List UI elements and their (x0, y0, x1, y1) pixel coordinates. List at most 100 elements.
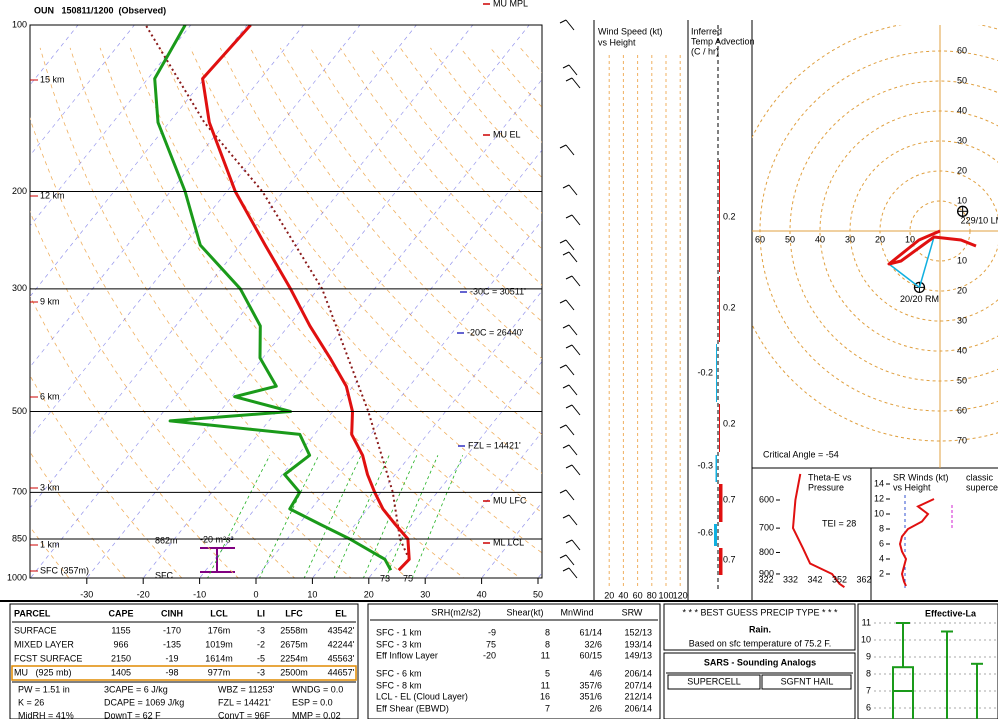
panel-title: Effective-La (925, 608, 977, 618)
sars-frame (663, 652, 856, 719)
table-cell: 1405 (111, 667, 131, 677)
table-cell: 4/6 (589, 668, 602, 678)
index-value: PW = 1.51 in (18, 684, 70, 694)
wind-barb (559, 364, 567, 369)
wind-barb (562, 514, 570, 519)
table-cell: 206/14 (624, 703, 652, 713)
hodograph: 10 10 10 20 20 20 30 30 30 40 40 40 50 50 50 60 60 60 70 22… (752, 25, 998, 468)
annotation: MU EL (493, 129, 521, 139)
table-cell: 1614m (205, 653, 233, 663)
wind-barb (559, 489, 567, 494)
sr-winds-plot (898, 495, 953, 590)
isotherm (424, 431, 542, 578)
wind-barb (568, 567, 578, 579)
temp-tick-label: 30 (420, 589, 430, 599)
pressure-tick-label: 850 (12, 533, 27, 543)
isotherm (199, 149, 542, 578)
hodo-ring-label: 20 (875, 234, 885, 244)
wind-tick-label: 60 (633, 590, 643, 600)
table-cell: 42244' (328, 639, 355, 649)
table-header: LCL (210, 608, 228, 618)
theta-tick-label: 362 (856, 574, 871, 584)
note: supercell (966, 482, 998, 492)
table-cell: 1155 (111, 625, 130, 635)
panel-title: vs Height (893, 482, 931, 492)
hodo-ring-label: 40 (957, 345, 967, 355)
dry-adiabat (30, 374, 183, 578)
index-value: WNDG = 0.0 (292, 684, 343, 694)
advection-bar (715, 455, 717, 482)
inflow-vector (918, 236, 935, 288)
wind-barb (565, 464, 573, 469)
panel-title: Wind Speed (kt) (598, 26, 663, 36)
table-cell: 152/13 (624, 627, 652, 637)
pressure-tick-label: 1000 (7, 572, 27, 582)
dry-adiabat (30, 451, 126, 578)
table-cell: -135 (163, 639, 181, 649)
advection-bar (719, 484, 723, 522)
table-cell: 977m (208, 667, 231, 677)
isotherm (142, 78, 542, 578)
dry-adiabat (219, 47, 542, 435)
table-cell: 193/14 (624, 639, 652, 649)
hodo-ring-label: 50 (957, 375, 967, 385)
wind-tick-label: 40 (618, 590, 628, 600)
row-label: Eff Inflow Layer (376, 650, 438, 660)
sr-wind-profile (898, 498, 935, 587)
index-value: DownT = 62 F (104, 710, 161, 719)
table-cell: 61/14 (579, 627, 602, 637)
wind-barb (568, 184, 578, 196)
annotation: ML LCL (493, 537, 524, 547)
advection-bar (719, 160, 720, 272)
theta-e-plot (791, 473, 845, 589)
effective-layer-frame (857, 603, 998, 719)
hodo-ring-label: 20 (957, 285, 967, 295)
pressure-tick-label: 700 (12, 487, 27, 497)
hodo-ring (849, 140, 998, 322)
pressure-tick-label: 200 (12, 186, 27, 196)
sr-height-label: 10 (874, 508, 884, 518)
box (892, 666, 914, 719)
table-cell: -98 (165, 667, 178, 677)
hodo-ring (759, 50, 998, 412)
el-tick-label: 10 (861, 634, 871, 644)
wind-barb (565, 19, 575, 31)
table-cell: 1019m (205, 639, 233, 649)
table-cell: 149/13 (624, 650, 652, 660)
table-cell: 8 (545, 639, 550, 649)
el-tick-label: 9 (866, 651, 871, 661)
pressure-tick-label: 500 (12, 406, 27, 416)
temp-tick-label: 0 (253, 589, 258, 599)
wind-barb (565, 539, 573, 544)
index-value: ESP = 0.0 (292, 697, 333, 707)
sars-column: SUPERCELL (687, 676, 741, 686)
el-tick-label: 11 (862, 617, 871, 627)
dry-adiabat (129, 47, 542, 554)
dry-adiabat (30, 526, 70, 578)
dry-adiabat (30, 117, 352, 578)
advection-label: 0.2 (723, 302, 736, 312)
table-header: SRW (622, 607, 643, 617)
wind-barb (562, 184, 570, 189)
advection-bar (716, 344, 717, 402)
theta-tick-label: 342 (807, 574, 822, 584)
hodo-ring-label: 10 (957, 255, 967, 265)
mixing-ratio-line (303, 455, 362, 578)
hodo-ring (879, 170, 998, 292)
wind-barb (571, 404, 581, 416)
wind-barb (565, 299, 575, 311)
panel-title: Theta-E vs (808, 472, 852, 482)
panel-title: SR Winds (kt) (893, 472, 949, 482)
table-cell: -9 (488, 627, 496, 637)
table-header: CAPE (108, 608, 133, 618)
wind-barb (559, 299, 567, 304)
sars-cell (667, 674, 761, 690)
note: classic (966, 472, 994, 482)
index-value: MMP = 0.02 (292, 710, 341, 719)
temp-tick-label: -20 (137, 589, 150, 599)
height-label: 9 km (40, 296, 60, 306)
temp-tick-label: 10 (307, 589, 317, 599)
index-value: ConvT = 96F (218, 710, 271, 719)
height-label: 12 km (40, 190, 65, 200)
isotherm (30, 25, 474, 578)
